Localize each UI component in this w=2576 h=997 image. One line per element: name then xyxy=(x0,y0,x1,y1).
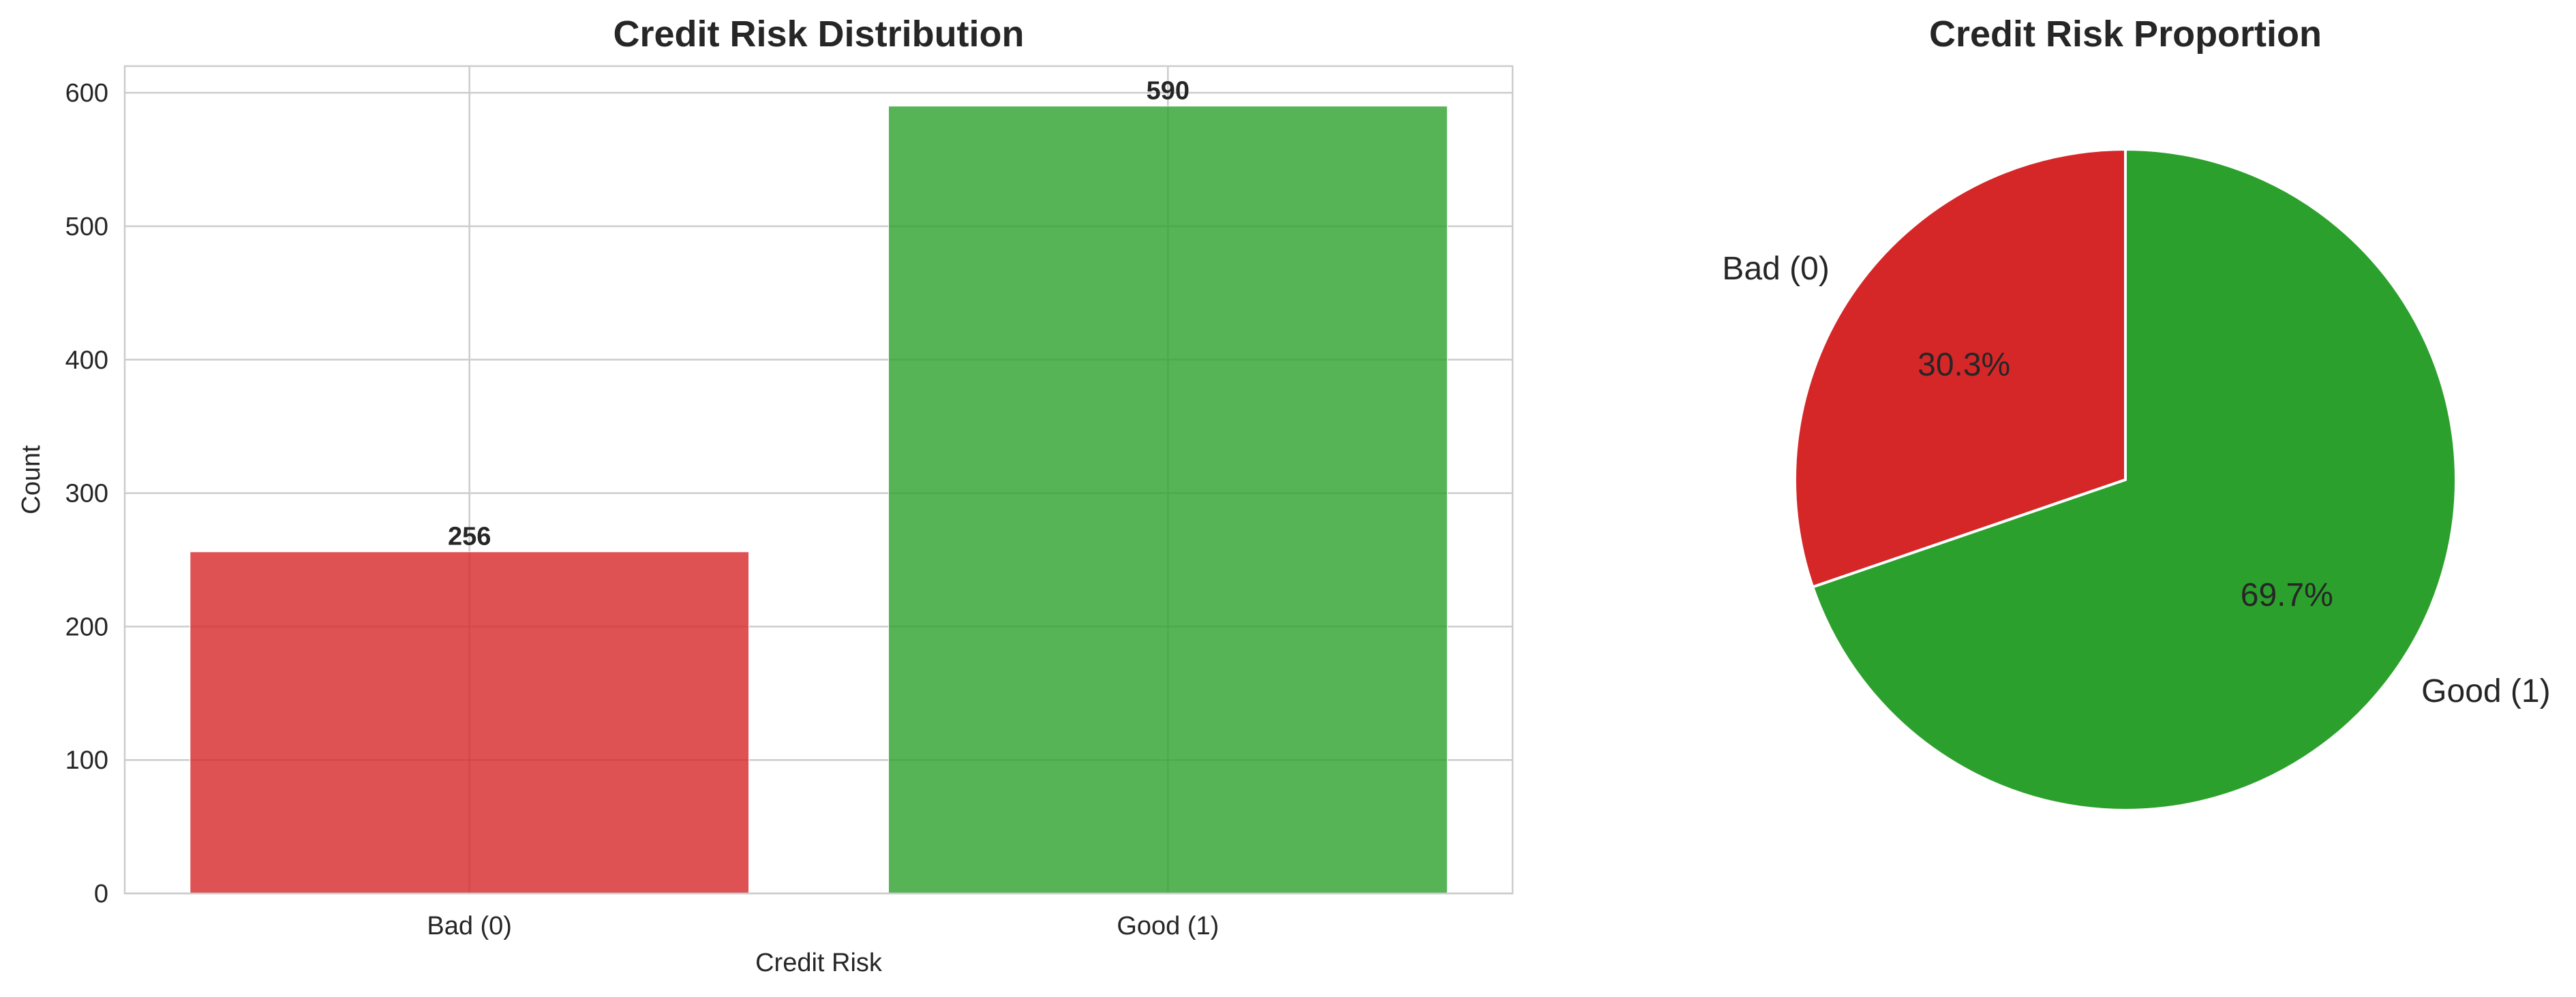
bar-0 xyxy=(190,551,750,894)
x-tick-label: Bad (0) xyxy=(427,912,512,940)
pie-chart-title: Credit Risk Proportion xyxy=(1929,14,2322,55)
y-tick-label: 200 xyxy=(65,613,108,641)
y-tick-label: 400 xyxy=(65,346,108,375)
plot-border xyxy=(123,65,1514,895)
y-tick-label: 600 xyxy=(65,79,108,108)
pie-slice-label: Bad (0) xyxy=(1722,251,1829,287)
pie-slice-label: Good (1) xyxy=(2421,673,2550,709)
bar-plot-frame xyxy=(123,65,1514,895)
bar-y-axis-label: Count xyxy=(17,445,46,515)
bar-chart-title: Credit Risk Distribution xyxy=(613,14,1024,55)
bar-y-tick-labels: 0 100 200 300 400 500 600 xyxy=(65,79,108,908)
y-tick-label: 100 xyxy=(65,746,108,775)
pie-labels: Bad (0) 30.3% Good (1) 69.7% xyxy=(1722,251,2550,709)
pie-percent-label: 30.3% xyxy=(1918,347,2010,383)
x-tick-label: Good (1) xyxy=(1117,912,1219,940)
pie-percent-label: 69.7% xyxy=(2241,577,2333,613)
y-tick-label: 0 xyxy=(94,880,108,908)
pie-slice-0 xyxy=(1793,147,2127,589)
pie-chart: Credit Risk Proportion Bad (0) 30.3% Good … xyxy=(1722,14,2551,812)
y-tick-label: 300 xyxy=(65,480,108,508)
y-tick-label: 500 xyxy=(65,213,108,241)
bar-1 xyxy=(888,106,1448,894)
bar-x-tick-labels: Bad (0) Good (1) xyxy=(427,912,1219,940)
bar-x-axis-label: Credit Risk xyxy=(755,949,883,977)
bar-data-label: 590 xyxy=(1147,77,1189,106)
bar-chart: Credit Risk Distribution 0 100 200 300 400 50… xyxy=(17,14,1514,977)
pie-slices xyxy=(1793,147,2457,812)
pie-slice-1 xyxy=(1810,147,2457,812)
bar-marks xyxy=(190,106,1448,894)
bar-data-labels: 256 590 xyxy=(448,77,1189,551)
bar-data-label: 256 xyxy=(448,523,491,551)
